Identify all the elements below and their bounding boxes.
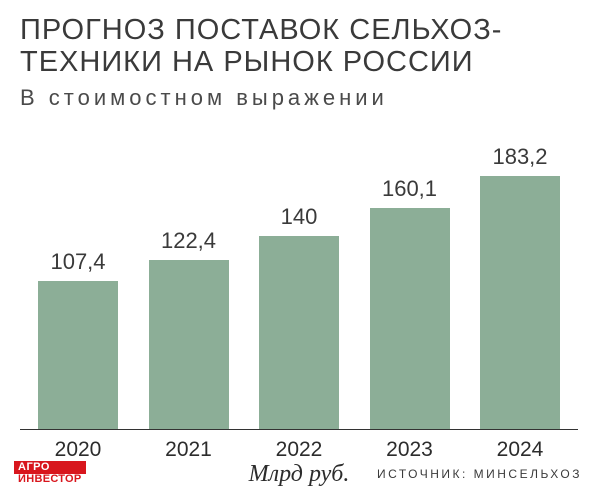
bar-value-label: 107,4: [50, 249, 105, 275]
bar-value-label: 183,2: [492, 144, 547, 170]
bar-value-label: 160,1: [382, 176, 437, 202]
page: ПРОГНОЗ ПОСТАВОК СЕЛЬХОЗ- ТЕХНИКИ НА РЫН…: [0, 0, 598, 500]
bar-column: 107,4: [38, 249, 118, 429]
bar: [38, 281, 118, 429]
bar-column: 160,1: [370, 176, 450, 429]
bar-value-label: 122,4: [161, 228, 216, 254]
chart-plot-area: 107,4 122,4 140 160,1 183,2: [20, 119, 578, 430]
bar: [480, 176, 560, 429]
bar: [370, 208, 450, 429]
chart-title: ПРОГНОЗ ПОСТАВОК СЕЛЬХОЗ- ТЕХНИКИ НА РЫН…: [20, 14, 578, 79]
footer: АГРО ИНВЕСТОР Млрд руб. ИСТОЧНИК: МИНСЕЛ…: [0, 456, 598, 492]
bar-group: 107,4 122,4 140 160,1 183,2: [20, 119, 578, 429]
bar-value-label: 140: [281, 204, 318, 230]
bar-column: 183,2: [480, 144, 560, 429]
chart-subtitle: В стоимостном выражении: [20, 85, 578, 111]
bar: [149, 260, 229, 429]
bar-column: 140: [259, 204, 339, 429]
bar-column: 122,4: [149, 228, 229, 429]
bar: [259, 236, 339, 429]
title-line-1: ПРОГНОЗ ПОСТАВОК СЕЛЬХОЗ-: [20, 14, 502, 46]
source-label: ИСТОЧНИК: МИНСЕЛЬХОЗ: [377, 467, 582, 481]
title-line-2: ТЕХНИКИ НА РЫНОК РОССИИ: [20, 46, 474, 78]
